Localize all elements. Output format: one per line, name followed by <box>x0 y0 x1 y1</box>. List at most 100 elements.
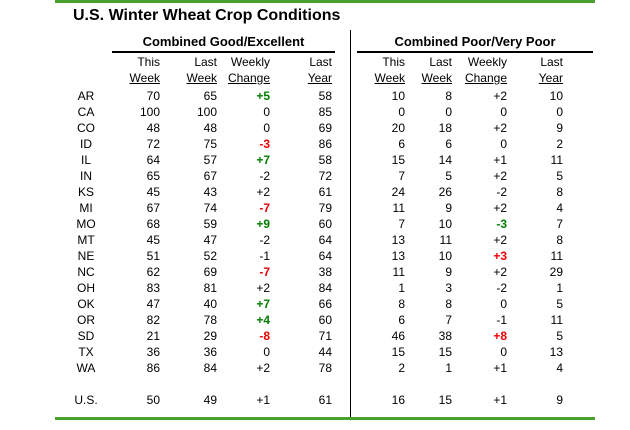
state-label: MI <box>79 201 93 215</box>
value-cell: 0 <box>500 345 507 359</box>
value-cell: 83 <box>146 281 160 295</box>
table-row: CO 48 48 0 69 20 18 +2 9 <box>0 120 563 136</box>
value-cell: 78 <box>318 361 332 375</box>
value-cell: 0 <box>263 345 270 359</box>
value-cell: +1 <box>256 393 270 407</box>
value-cell: 51 <box>146 249 160 263</box>
value-cell: 11 <box>550 249 563 263</box>
column-header: Last <box>540 55 563 69</box>
value-cell: 72 <box>318 169 332 183</box>
value-cell: 14 <box>438 153 452 167</box>
state-label: WA <box>76 361 96 375</box>
value-cell: 49 <box>203 393 217 407</box>
value-cell: 38 <box>318 265 332 279</box>
value-cell: 15 <box>391 153 405 167</box>
value-cell: 60 <box>318 313 332 327</box>
column-header: Week <box>129 71 160 85</box>
state-label: OH <box>77 281 95 295</box>
group-header-poor-very-poor: Combined Poor/Very Poor <box>357 33 593 53</box>
top-accent-rule <box>55 0 595 3</box>
column-header: Year <box>307 71 332 85</box>
value-cell: 5 <box>445 169 452 183</box>
value-cell: 47 <box>203 233 217 247</box>
value-cell: 72 <box>146 137 160 151</box>
column-header: Last <box>429 55 452 69</box>
value-cell: 67 <box>203 169 217 183</box>
value-cell: 21 <box>146 329 160 343</box>
value-cell: 0 <box>500 137 507 151</box>
column-gap <box>332 200 350 216</box>
value-cell: +2 <box>493 121 507 135</box>
value-cell: 20 <box>391 121 405 135</box>
value-cell: +2 <box>493 265 507 279</box>
table-row: NC 62 69 -7 38 11 9 +2 29 <box>0 264 563 280</box>
state-label: NE <box>77 249 95 263</box>
state-label: CO <box>77 121 95 135</box>
column-header: This <box>137 55 160 69</box>
value-cell: 2 <box>398 361 405 375</box>
column-header: Change <box>464 71 507 85</box>
value-cell: +3 <box>493 249 507 263</box>
value-cell: 86 <box>318 137 332 151</box>
value-cell: 68 <box>146 217 160 231</box>
value-cell: 0 <box>445 105 452 119</box>
value-cell: +2 <box>493 169 507 183</box>
value-cell: 44 <box>318 345 332 359</box>
state-label: IL <box>80 153 91 167</box>
value-cell: 13 <box>391 233 405 247</box>
value-cell: -1 <box>259 249 270 263</box>
value-cell: 8 <box>556 185 563 199</box>
state-label: KS <box>77 185 94 199</box>
column-gap <box>332 264 350 280</box>
column-header: Year <box>538 71 563 85</box>
column-header-spacer <box>60 70 112 86</box>
value-cell: 6 <box>398 313 405 327</box>
value-cell: 24 <box>391 185 405 199</box>
table-row: SD 21 29 -8 71 46 38 +8 5 <box>0 328 563 344</box>
column-header: This <box>382 55 405 69</box>
column-header: Last <box>194 55 217 69</box>
value-cell: 50 <box>146 393 160 407</box>
value-cell: 9 <box>556 121 563 135</box>
value-cell: 6 <box>445 137 452 151</box>
value-cell: 59 <box>203 217 217 231</box>
value-cell: 4 <box>556 201 563 215</box>
value-cell: 58 <box>318 153 332 167</box>
value-cell: -7 <box>259 201 270 215</box>
state-label: TX <box>78 345 94 359</box>
value-cell: -2 <box>259 233 270 247</box>
value-cell: 11 <box>550 153 563 167</box>
value-cell: -7 <box>259 265 270 279</box>
value-cell: -3 <box>496 217 507 231</box>
value-cell: 70 <box>146 89 160 103</box>
value-cell: 85 <box>318 105 332 119</box>
value-cell: +2 <box>256 281 270 295</box>
column-gap <box>332 280 350 296</box>
value-cell: 71 <box>318 329 332 343</box>
column-header: Week <box>374 71 405 85</box>
value-cell: 10 <box>438 217 452 231</box>
value-cell: -1 <box>496 313 507 327</box>
value-cell: 5 <box>556 297 563 311</box>
value-cell: 7 <box>398 169 405 183</box>
column-gap <box>332 54 350 70</box>
value-cell: 0 <box>500 105 507 119</box>
value-cell: 10 <box>549 89 563 103</box>
value-cell: 43 <box>203 185 217 199</box>
column-gap <box>332 328 350 344</box>
value-cell: -3 <box>259 137 270 151</box>
column-gap <box>332 344 350 360</box>
value-cell: 45 <box>146 233 160 247</box>
value-cell: 9 <box>445 201 452 215</box>
value-cell: 58 <box>318 89 332 103</box>
table-row: AR 70 65 +5 58 10 8 +2 10 <box>0 88 563 104</box>
column-gap <box>332 184 350 200</box>
column-header-row-1: This Last Weekly Last This Last Weekly L… <box>0 54 563 70</box>
value-cell: +2 <box>493 233 507 247</box>
value-cell: 13 <box>391 249 405 263</box>
table-row: CA 100 100 0 85 0 0 0 0 <box>0 104 563 120</box>
table-row: MI 67 74 -7 79 11 9 +2 4 <box>0 200 563 216</box>
value-cell: 8 <box>398 297 405 311</box>
page-title: U.S. Winter Wheat Crop Conditions <box>73 7 341 24</box>
